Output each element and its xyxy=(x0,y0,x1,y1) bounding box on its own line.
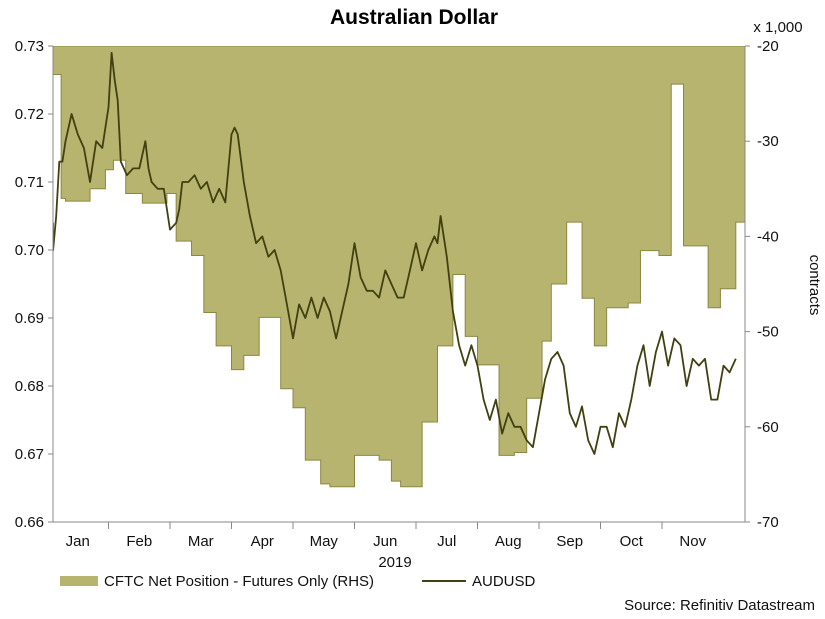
source-note: Source: Refinitiv Datastream xyxy=(624,597,815,614)
y-right-tick-label: -40 xyxy=(757,228,779,245)
x-month-label: Aug xyxy=(495,533,522,550)
x-month-label: Feb xyxy=(126,533,152,550)
y-left-tick-label: 0.68 xyxy=(15,378,44,395)
y-right-tick-label: -50 xyxy=(757,324,779,341)
x-month-label: Jun xyxy=(373,533,397,550)
y-left-tick-label: 0.72 xyxy=(15,106,44,123)
y-right-tick-label: -70 xyxy=(757,514,779,531)
y2-multiplier-label: x 1,000 xyxy=(753,19,802,36)
y-left-tick-label: 0.70 xyxy=(15,242,44,259)
x-month-label: Mar xyxy=(188,533,214,550)
y2-axis-title: contracts xyxy=(806,255,823,316)
y-left-tick-label: 0.73 xyxy=(15,38,44,55)
legend-label-area: CFTC Net Position - Futures Only (RHS) xyxy=(104,573,374,590)
x-month-label: Sep xyxy=(556,533,583,550)
y-left-tick-label: 0.71 xyxy=(15,174,44,191)
x-month-label: Oct xyxy=(620,533,644,550)
x-month-label: May xyxy=(310,533,339,550)
y-left-tick-label: 0.69 xyxy=(15,310,44,327)
audusd-line xyxy=(53,51,737,455)
legend-swatch-area xyxy=(60,576,98,586)
cftc-net-position-area xyxy=(53,46,745,488)
y-right-tick-label: -20 xyxy=(757,38,779,55)
y-left-tick-label: 0.66 xyxy=(15,514,44,531)
chart-title: Australian Dollar xyxy=(330,6,498,29)
legend-label-line: AUDUSD xyxy=(472,573,536,590)
x-axis-title: 2019 xyxy=(378,554,411,571)
x-month-label: Jul xyxy=(437,533,456,550)
y-left-tick-label: 0.67 xyxy=(15,446,44,463)
y-right-tick-label: -60 xyxy=(757,419,779,436)
y-right-tick-label: -30 xyxy=(757,133,779,150)
x-month-label: Jan xyxy=(66,533,90,550)
x-month-label: Apr xyxy=(251,533,274,550)
x-month-label: Nov xyxy=(679,533,706,550)
